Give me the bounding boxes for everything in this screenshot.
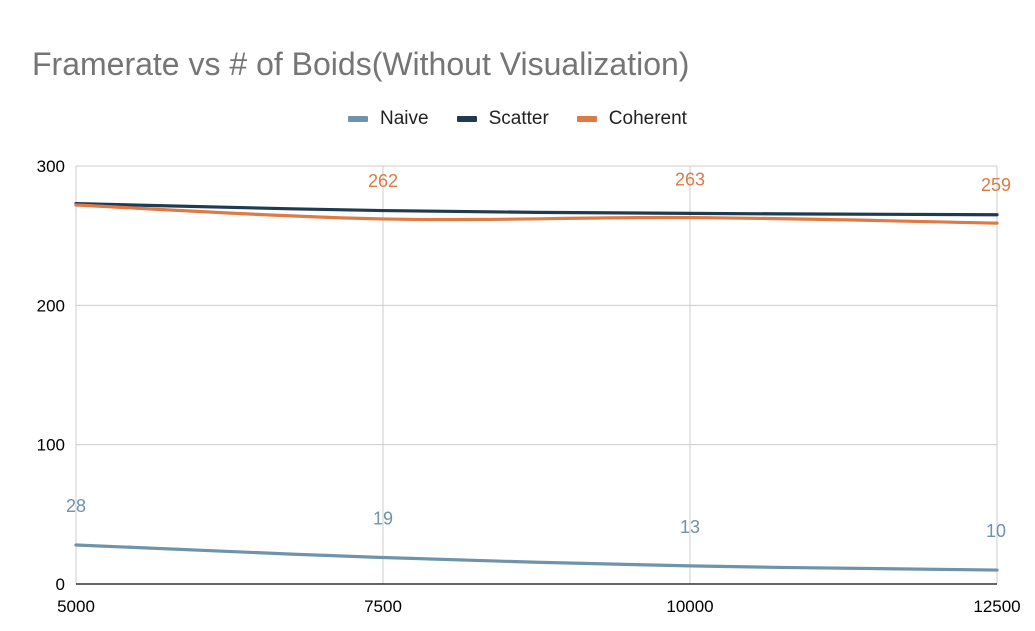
y-tick-label: 200 <box>37 296 65 315</box>
legend-label-coherent: Coherent <box>608 108 687 129</box>
legend-swatch-coherent <box>576 116 597 122</box>
series-line-coherent <box>74 203 999 225</box>
legend-item-coherent: Coherent <box>576 108 687 130</box>
data-label-naive: 10 <box>986 521 1006 541</box>
series-line-scatter <box>74 202 999 217</box>
chart-title: Framerate vs # of Boids(Without Visualiz… <box>32 46 690 82</box>
legend-label-scatter: Scatter <box>488 108 549 129</box>
y-tick-label: 300 <box>37 157 65 176</box>
legend-item-scatter: Scatter <box>456 108 549 130</box>
x-tick-label: 10000 <box>666 597 713 616</box>
data-label-coherent: 262 <box>368 171 398 191</box>
data-label-naive: 13 <box>680 517 700 537</box>
x-tick-label: 7500 <box>364 597 402 616</box>
data-label-coherent: 263 <box>675 170 705 190</box>
x-tick-label: 12500 <box>973 597 1020 616</box>
legend: Naive Scatter Coherent <box>0 108 1035 130</box>
legend-label-naive: Naive <box>380 108 429 129</box>
legend-swatch-scatter <box>456 116 477 122</box>
data-label-coherent: 259 <box>981 175 1011 195</box>
y-tick-label: 100 <box>37 436 65 455</box>
legend-item-naive: Naive <box>348 108 429 130</box>
data-label-naive: 19 <box>373 509 393 529</box>
x-tick-label: 5000 <box>57 597 95 616</box>
series-line-naive <box>74 543 999 572</box>
y-tick-label: 0 <box>56 575 65 594</box>
legend-swatch-naive <box>348 116 369 122</box>
data-label-naive: 28 <box>66 496 86 516</box>
